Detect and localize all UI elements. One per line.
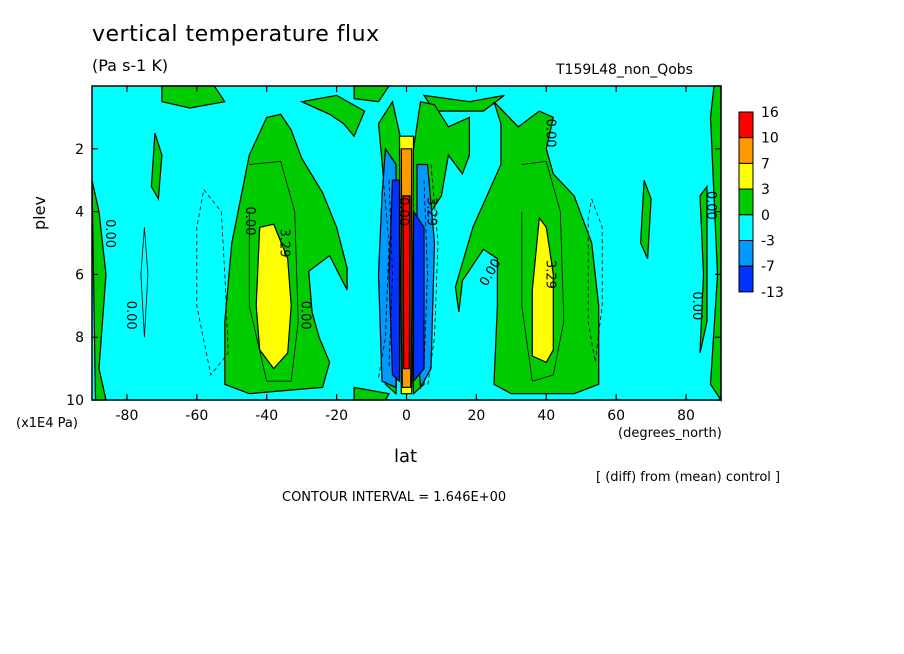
legend-swatch <box>739 189 753 215</box>
contour-label-10: 0.00 <box>703 191 718 220</box>
y-tick-label: 8 <box>75 330 84 346</box>
deep-blue-region-right <box>414 212 425 382</box>
contour-label-1: 0.00 <box>123 301 138 330</box>
legend-swatch <box>739 241 753 267</box>
y-tick-label: 2 <box>75 142 84 158</box>
legend-label: -7 <box>761 259 775 275</box>
contour-label-11: 0.00 <box>689 291 704 320</box>
x-tick-label: 20 <box>467 408 485 424</box>
legend-label: 0 <box>761 208 770 224</box>
y-tick-label: 4 <box>75 205 84 221</box>
legend-label: 3 <box>761 182 770 198</box>
contour-label-3: 3.29 <box>277 229 292 258</box>
legend-label: -3 <box>761 234 775 250</box>
legend-swatch <box>739 138 753 164</box>
legend-swatch <box>739 215 753 241</box>
x-tick-label: -20 <box>325 408 348 424</box>
y-tick-label: 10 <box>66 393 84 409</box>
x-tick-label: 40 <box>537 408 555 424</box>
legend-label: 7 <box>761 156 770 172</box>
legend-swatch <box>739 266 753 292</box>
x-tick-label: -60 <box>185 408 208 424</box>
y-tick-label: 6 <box>75 267 84 283</box>
contour-label-2: 0.00 <box>242 207 257 236</box>
legend-label: 10 <box>761 131 779 147</box>
x-tick-label: 0 <box>402 408 411 424</box>
contour-label-0: 0.00 <box>102 219 117 248</box>
legend-label: -13 <box>761 285 784 301</box>
x-tick-label: 80 <box>677 408 695 424</box>
x-tick-label: -40 <box>255 408 278 424</box>
legend-label: 16 <box>761 105 779 121</box>
legend-swatch <box>739 163 753 189</box>
legend-swatch <box>739 112 753 138</box>
x-tick-label: 60 <box>607 408 625 424</box>
contour-label-4: 0.00 <box>298 301 313 330</box>
contour-label-5: 0.00 <box>396 197 411 226</box>
contour-label-8: 3.29 <box>542 260 557 289</box>
contour-label-9: 0.00 <box>542 119 557 148</box>
x-tick-label: -80 <box>116 408 139 424</box>
contour-label-6: 3.29 <box>423 197 438 226</box>
